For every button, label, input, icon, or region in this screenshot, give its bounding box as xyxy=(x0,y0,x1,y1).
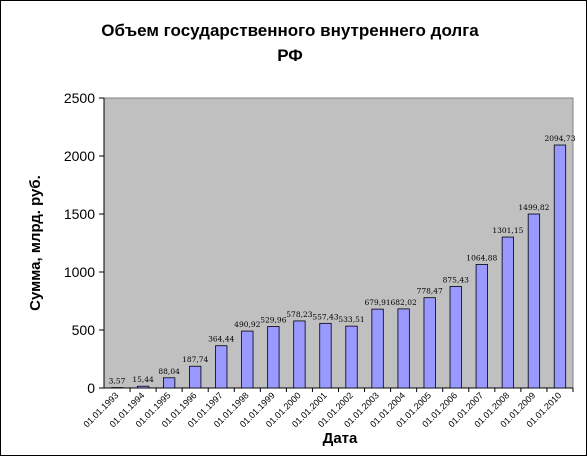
data-label: 578,23 xyxy=(286,310,312,319)
bar xyxy=(319,322,332,389)
y-tick-label: 2000 xyxy=(64,148,95,164)
data-label: 778,47 xyxy=(417,287,443,296)
bar xyxy=(475,264,488,389)
bar xyxy=(449,286,462,389)
data-label: 2094,73 xyxy=(544,134,575,143)
data-label: 15,44 xyxy=(132,375,154,384)
data-label: 3,57 xyxy=(109,377,126,386)
y-tick-label: 2500 xyxy=(64,90,95,106)
chart-title-line2: РФ xyxy=(277,46,303,65)
chart-title-line1: Объем государственного внутреннего долга xyxy=(101,21,479,40)
bar xyxy=(423,297,436,389)
plot-area xyxy=(103,97,574,389)
data-label: 679,91 xyxy=(364,298,390,307)
data-label: 490,92 xyxy=(234,320,260,329)
bar xyxy=(110,387,124,389)
bar xyxy=(189,365,202,389)
bar xyxy=(241,330,254,389)
bar xyxy=(293,320,306,389)
data-label: 88,04 xyxy=(158,367,180,376)
bar xyxy=(215,345,228,389)
data-label: 682,02 xyxy=(391,298,417,307)
bar xyxy=(553,144,567,389)
data-label: 1499,82 xyxy=(518,203,549,212)
bar xyxy=(397,308,410,389)
bar xyxy=(371,308,384,389)
y-tick-label: 0 xyxy=(87,380,95,396)
data-label: 1064,88 xyxy=(466,253,497,262)
bar xyxy=(267,326,280,389)
bar xyxy=(136,385,150,389)
data-label: 529,96 xyxy=(260,316,286,325)
y-tick-label: 500 xyxy=(72,322,96,338)
data-label: 364,44 xyxy=(208,335,234,344)
bar xyxy=(501,236,514,389)
data-label: 557,43 xyxy=(312,312,338,321)
data-label: 533,51 xyxy=(338,315,364,324)
bar xyxy=(345,325,358,389)
y-tick-label: 1000 xyxy=(64,264,95,280)
data-label: 875,43 xyxy=(443,275,469,284)
data-label: 187,74 xyxy=(182,355,208,364)
bar xyxy=(163,377,176,389)
x-axis-title: Дата xyxy=(323,430,358,447)
data-label: 1301,15 xyxy=(492,226,523,235)
y-axis-title: Сумма, млрд. руб. xyxy=(27,175,44,311)
y-tick-label: 1500 xyxy=(64,206,95,222)
bar xyxy=(527,213,541,389)
